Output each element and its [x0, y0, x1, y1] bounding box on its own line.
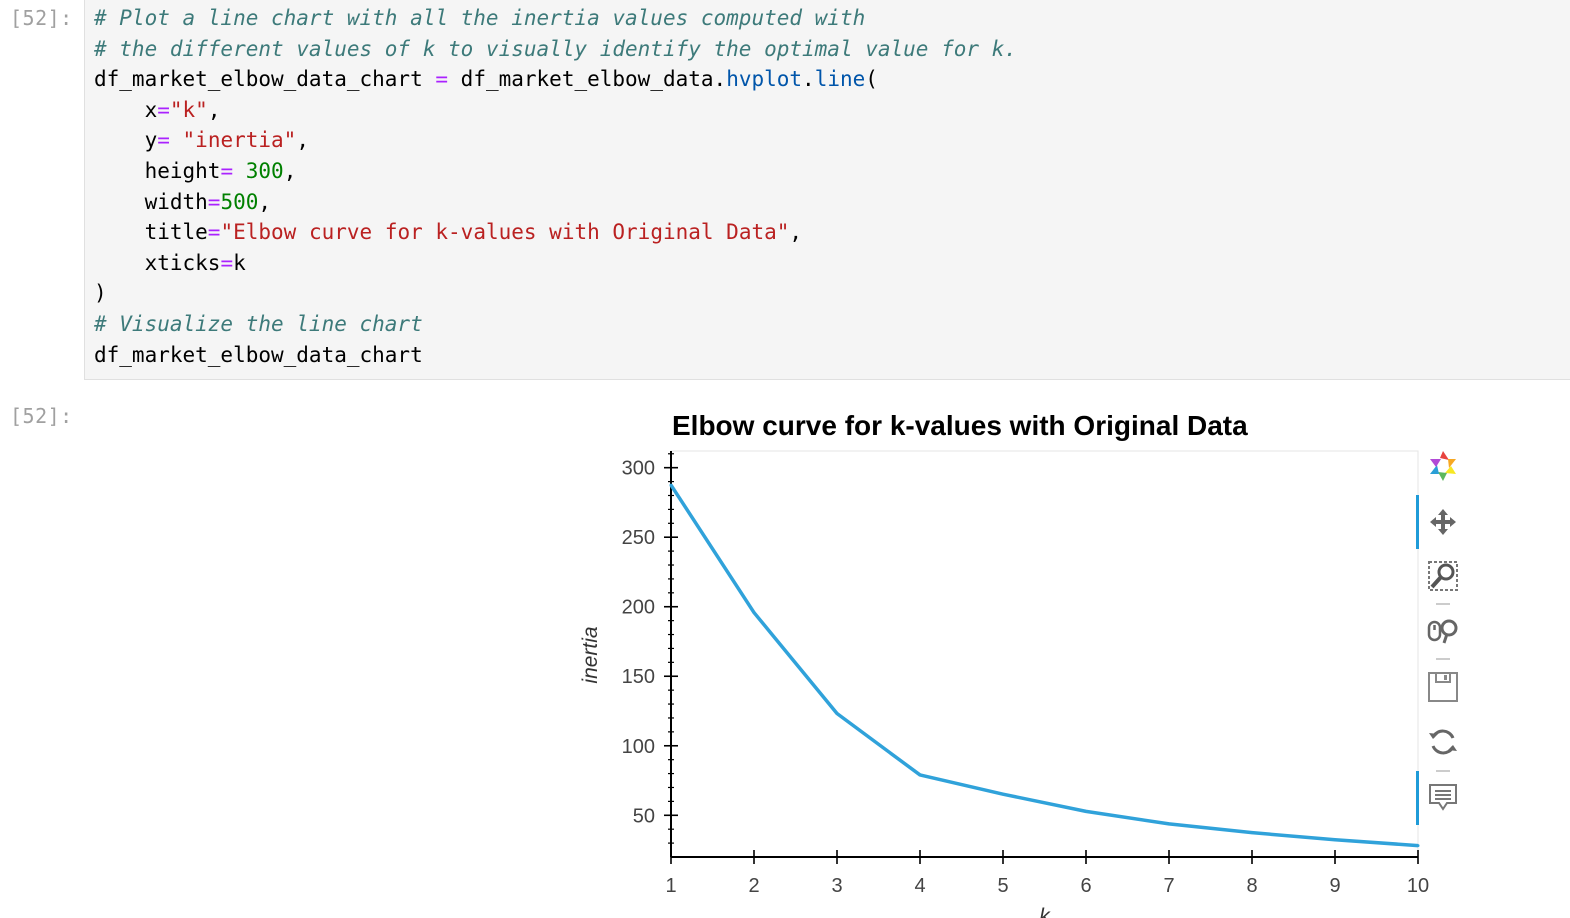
x-axis-label: k	[1039, 905, 1051, 918]
code-token: line	[814, 67, 866, 92]
y-tick-label: 50	[633, 805, 655, 827]
code-token: xticks	[94, 250, 221, 275]
code-token: # Plot a line chart with all the inertia…	[94, 6, 866, 30]
code-token: hvplot	[726, 67, 803, 92]
data-point	[835, 712, 839, 716]
code-token: .	[802, 67, 815, 92]
chart-toolbar	[1416, 445, 1466, 845]
wheel-zoom-icon[interactable]	[1427, 615, 1459, 647]
data-point	[752, 611, 756, 615]
output-prompt: [52]:	[10, 404, 73, 428]
chart-title: Elbow curve for k-values with Original D…	[672, 410, 1248, 441]
data-point	[1084, 809, 1088, 813]
code-token: =	[157, 97, 170, 122]
code-line: df_market_elbow_data_chart = df_market_e…	[94, 64, 1017, 95]
inertia-series-line	[669, 484, 1419, 848]
code-token: y	[94, 128, 158, 153]
x-tick-label: 3	[831, 875, 842, 897]
code-line: xticks=k	[94, 248, 1017, 279]
code-token: k	[233, 250, 246, 275]
code-token: df_market_elbow_data_chart	[94, 342, 423, 367]
code-line: )	[94, 278, 1017, 309]
code-token: =	[220, 158, 234, 183]
input-prompt: [52]:	[10, 6, 73, 30]
data-point	[1250, 831, 1254, 835]
pan-icon[interactable]	[1427, 506, 1459, 538]
code-line: width=500,	[94, 187, 1017, 218]
code-token: "Elbow curve for k-values with Original …	[220, 220, 790, 245]
code-token: ,	[789, 220, 803, 245]
code-line: df_market_elbow_data_chart	[94, 340, 1017, 371]
code-line: # Visualize the line chart	[94, 309, 1017, 340]
code-token: ,	[283, 158, 297, 183]
code-token: height	[94, 158, 221, 183]
code-token: width	[94, 189, 208, 214]
code-token: title	[94, 220, 208, 245]
data-point	[1333, 838, 1337, 842]
code-token: (	[865, 67, 878, 92]
hover-icon[interactable]	[1427, 782, 1459, 814]
code-token: # Visualize the line chart	[94, 311, 423, 336]
x-tick-label: 4	[914, 875, 925, 897]
code-token: =	[220, 250, 234, 275]
code-token: # the different values of k to visually …	[94, 36, 1017, 61]
code-token: =	[157, 128, 170, 153]
x-tick-label: 6	[1080, 875, 1091, 897]
data-point	[1001, 792, 1005, 796]
x-tick-label: 8	[1246, 875, 1257, 897]
x-tick-label: 2	[748, 875, 759, 897]
x-tick-label: 9	[1329, 875, 1340, 897]
code-token: ,	[296, 128, 309, 153]
code-token: =	[207, 220, 221, 245]
code-editor[interactable]: # Plot a line chart with all the inertia…	[94, 3, 1017, 370]
data-point	[918, 773, 922, 777]
code-token: 500	[220, 189, 259, 214]
pan-active-indicator	[1416, 495, 1419, 549]
x-tick-label: 7	[1163, 875, 1174, 897]
toolbar-separator	[1436, 770, 1450, 772]
code-cell[interactable]	[84, 0, 1570, 380]
code-token: ,	[207, 97, 221, 122]
code-token: x	[94, 97, 158, 122]
code-line: x="k",	[94, 95, 1017, 126]
y-tick-label: 300	[622, 458, 655, 480]
y-tick-label: 100	[622, 736, 655, 758]
code-token: df_market_elbow_data.	[448, 67, 727, 92]
toolbar-separator	[1436, 603, 1450, 605]
reset-icon[interactable]	[1427, 726, 1459, 758]
hover-active-indicator	[1416, 771, 1419, 825]
code-token: =	[435, 67, 449, 92]
code-token: =	[207, 189, 221, 214]
code-token: "k"	[169, 97, 208, 122]
box-zoom-icon[interactable]	[1427, 560, 1459, 592]
code-line: # Plot a line chart with all the inertia…	[94, 3, 1017, 34]
code-token: "inertia"	[182, 128, 297, 153]
data-point	[1167, 822, 1171, 826]
bokeh-logo-icon[interactable]	[1427, 450, 1459, 482]
y-tick-label: 200	[622, 597, 655, 619]
code-token: )	[94, 281, 107, 306]
data-point	[1416, 844, 1420, 848]
code-line: # the different values of k to visually …	[94, 34, 1017, 65]
plot-area	[670, 450, 1419, 858]
data-point	[669, 483, 673, 487]
toolbar-separator	[1436, 658, 1450, 660]
y-tick-label: 150	[622, 666, 655, 688]
x-tick-label: 10	[1407, 875, 1429, 897]
x-tick-label: 5	[997, 875, 1008, 897]
code-line: height= 300,	[94, 156, 1017, 187]
code-token: ,	[258, 189, 272, 214]
code-token: 300	[245, 158, 284, 183]
save-icon[interactable]	[1427, 671, 1459, 703]
x-tick-label: 1	[665, 875, 676, 897]
code-line: title="Elbow curve for k-values with Ori…	[94, 217, 1017, 248]
y-tick-label: 250	[622, 527, 655, 549]
code-token: df_market_elbow_data_chart	[94, 67, 436, 92]
code-line: y= "inertia",	[94, 125, 1017, 156]
